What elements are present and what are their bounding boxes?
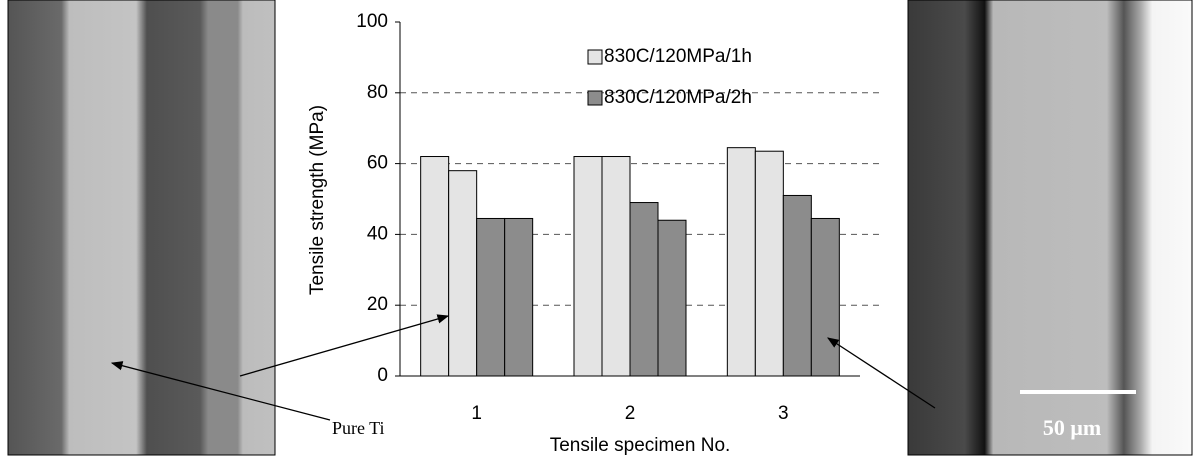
y-tick-label: 80	[367, 82, 388, 103]
x-tick-label: 3	[778, 403, 789, 424]
bar	[657, 219, 687, 377]
y-axis-label: Tensile strength (MPa)	[307, 105, 328, 295]
x-tick-label: 2	[625, 403, 636, 424]
bar	[504, 217, 534, 377]
y-tick-label: 0	[377, 365, 388, 386]
micrograph-left	[7, 0, 276, 456]
scale-label: 50 μm	[1043, 415, 1101, 440]
arrow	[827, 337, 936, 409]
bar	[476, 217, 506, 377]
legend-swatch	[587, 90, 603, 106]
bar	[782, 194, 812, 377]
annotation: Pure Ti	[332, 418, 385, 438]
bar	[573, 156, 603, 377]
bar	[601, 156, 631, 377]
bar	[810, 217, 840, 377]
arrow	[239, 314, 450, 377]
y-tick-label: 100	[356, 11, 388, 32]
micrograph-right	[907, 0, 1193, 456]
x-tick-label: 1	[471, 403, 482, 424]
bar	[754, 150, 784, 377]
x-axis-label: Tensile specimen No.	[550, 435, 731, 456]
arrow	[110, 361, 331, 421]
bar	[629, 202, 659, 377]
y-tick-label: 20	[367, 294, 388, 315]
y-tick-label: 40	[367, 223, 388, 244]
legend-label: 830C/120MPa/2h	[604, 87, 752, 108]
legend-label: 830C/120MPa/1h	[604, 46, 752, 67]
plot: 0 20 40 60 80 100 1 2 3 830C/120MPa/1h 830C/120MPa…	[356, 11, 880, 424]
bar	[726, 147, 756, 377]
bar	[448, 170, 478, 377]
legend-swatch	[587, 49, 603, 65]
bar	[420, 156, 450, 377]
y-tick-label: 60	[367, 153, 388, 174]
